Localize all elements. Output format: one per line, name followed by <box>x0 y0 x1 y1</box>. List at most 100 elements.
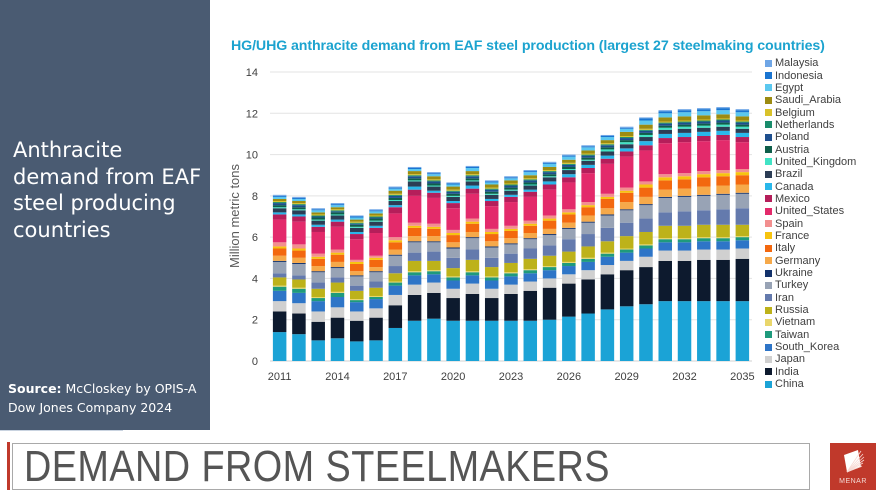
bar-segment-brazil <box>639 137 653 142</box>
legend-label: Russia <box>775 304 809 317</box>
bar-segment-brazil <box>388 201 403 206</box>
bar-segment-taiwan <box>581 258 595 262</box>
bar-segment-vietnam <box>427 270 441 272</box>
source-text: McCloskey by OPIS-A Dow Jones Company 20… <box>8 381 197 415</box>
bar-segment-belgium <box>735 120 750 122</box>
bar-segment-malaysia <box>523 170 538 172</box>
legend-label: India <box>775 365 799 378</box>
bar-segment-ukraine <box>523 238 538 240</box>
bar-segment-indonesia <box>311 209 325 211</box>
bar-segment-united_kingdom <box>697 125 711 128</box>
bar-segment-brazil <box>446 196 460 202</box>
bar-segment-china <box>407 320 422 361</box>
bar-segment-india <box>427 292 441 319</box>
bar-segment-taiwan <box>465 272 480 276</box>
footer-divider <box>0 430 123 431</box>
bar-segment-russia <box>581 246 595 258</box>
bar-segment-japan <box>562 274 576 284</box>
bar-segment-spain <box>446 229 460 234</box>
bar-segment-united_kingdom <box>292 209 306 211</box>
bar-segment-poland <box>697 121 711 124</box>
bar-segment-japan <box>311 311 325 322</box>
bar-segment-turkey <box>272 261 287 274</box>
bar-segment-united_kingdom <box>388 199 403 202</box>
legend-item-united_kingdom: United_Kingdom <box>765 156 856 168</box>
bar-segment-taiwan <box>311 298 325 302</box>
legend-swatch <box>765 84 772 92</box>
bar-segment-germany <box>523 233 538 239</box>
bar-segment-malaysia <box>388 186 403 188</box>
bar-segment-united_states <box>350 239 364 260</box>
bar-segment-japan <box>600 265 615 275</box>
legend-swatch <box>765 121 772 129</box>
bar-segment-poland <box>369 217 383 219</box>
bar-segment-netherlands <box>292 204 306 206</box>
bar-segment-japan <box>292 303 306 314</box>
bar-segment-united_states <box>504 202 518 226</box>
bar-segment-netherlands <box>716 119 730 121</box>
bar-segment-italy <box>639 187 653 197</box>
bar-stack-2012 <box>292 196 306 361</box>
legend-label: Malaysia <box>775 57 819 70</box>
bar-segment-saudi_arabia <box>697 115 711 120</box>
bar-segment-mexico <box>350 234 364 240</box>
bar-segment-vietnam <box>407 271 422 273</box>
footer-accent-bar <box>7 442 10 490</box>
bar-stack-2033 <box>697 108 711 361</box>
bar-segment-russia <box>465 259 480 272</box>
bars <box>272 107 750 361</box>
bar-segment-france <box>369 257 383 260</box>
bar-segment-iran <box>658 212 672 226</box>
y-axis-ticks: 0 2 4 6 8 10 12 14 <box>246 67 258 368</box>
bar-segment-india <box>484 298 499 321</box>
bar-segment-taiwan <box>427 271 441 275</box>
bar-segment-india <box>639 267 653 305</box>
bar-stack-2014 <box>330 203 345 361</box>
bar-segment-iran <box>600 227 615 242</box>
bar-segment-egypt <box>600 137 615 141</box>
bar-stack-2031 <box>658 110 672 361</box>
bar-segment-russia <box>484 267 499 277</box>
bar-segment-austria <box>407 178 422 181</box>
legend-item-south_korea: South_Korea <box>765 341 856 353</box>
bar-segment-austria <box>484 191 499 194</box>
bar-segment-japan <box>465 283 480 294</box>
bar-segment-egypt <box>716 110 730 115</box>
bar-segment-france <box>600 196 615 199</box>
bar-segment-egypt <box>292 198 306 202</box>
legend-label: Germany <box>775 254 821 267</box>
bar-segment-indonesia <box>369 210 383 212</box>
bar-segment-united_kingdom <box>581 159 595 161</box>
bar-segment-italy <box>446 235 460 243</box>
bar-segment-turkey <box>523 239 538 249</box>
bar-segment-vietnam <box>504 272 518 274</box>
bar-segment-mexico <box>446 203 460 209</box>
bar-segment-spain <box>465 218 480 222</box>
bar-segment-spain <box>735 169 750 173</box>
bar-segment-turkey <box>311 272 325 283</box>
bar-segment-austria <box>388 197 403 200</box>
bar-segment-united_states <box>581 173 595 203</box>
bar-stack-2016 <box>369 209 383 361</box>
bar-segment-belgium <box>716 118 730 120</box>
bar-segment-russia <box>523 258 538 270</box>
bar-segment-united_states <box>658 143 672 175</box>
bar-segment-saudi_arabia <box>350 219 364 222</box>
bar-segment-united_states <box>716 140 730 171</box>
legend-label: Belgium <box>775 106 815 119</box>
legend-swatch <box>765 306 772 314</box>
bar-segment-poland <box>427 181 441 184</box>
bar-segment-japan <box>427 282 441 293</box>
bar-segment-ukraine <box>677 195 692 197</box>
bar-segment-poland <box>600 145 615 148</box>
bar-segment-france <box>446 233 460 236</box>
bar-segment-turkey <box>716 194 730 210</box>
bar-segment-russia <box>619 236 634 249</box>
bar-segment-netherlands <box>562 163 576 165</box>
bar-stack-2024 <box>523 170 538 361</box>
bar-segment-russia <box>369 287 383 296</box>
bar-segment-south_korea <box>716 241 730 250</box>
legend-label: Saudi_Arabia <box>775 94 842 107</box>
legend-label: Netherlands <box>775 118 835 131</box>
bar-segment-saudi_arabia <box>407 171 422 175</box>
